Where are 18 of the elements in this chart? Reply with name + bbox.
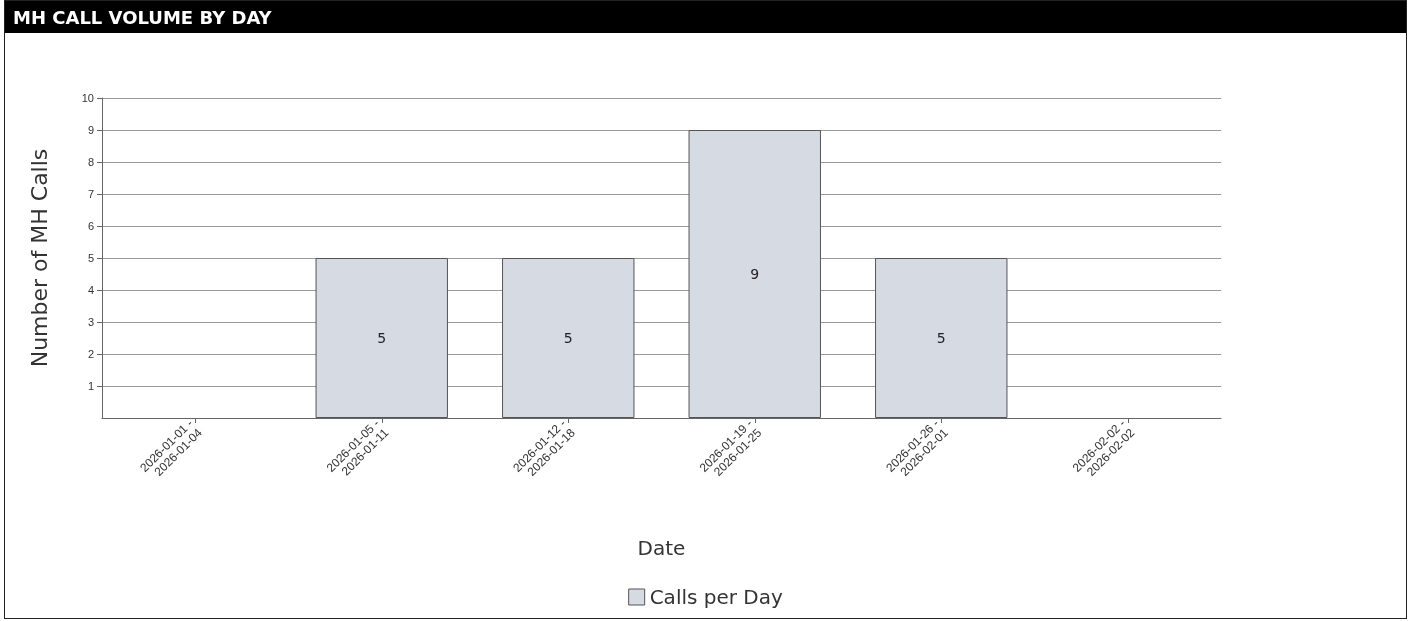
data-label: 5 (936, 330, 946, 346)
data-label: 5 (377, 330, 387, 346)
y-tick-label: 9 (87, 124, 94, 136)
y-tick-label: 2 (87, 348, 94, 360)
y-tick-label: 5 (87, 252, 94, 264)
y-tick-label: 7 (87, 188, 94, 200)
y-tick-label: 3 (87, 316, 94, 328)
y-tick-label: 4 (87, 284, 94, 296)
y-tick-label: 1 (87, 380, 94, 392)
legend-label: Calls per Day (649, 585, 784, 609)
x-axis-title: Date (637, 536, 686, 560)
chart-title: MH CALL VOLUME BY DAY (5, 1, 1406, 33)
y-axis-title: Number of MH Calls (26, 148, 52, 368)
data-label: 5 (563, 330, 573, 346)
data-label: 9 (750, 266, 760, 282)
y-tick-label: 10 (81, 92, 94, 104)
y-tick-label: 6 (87, 220, 94, 232)
y-tick-label: 8 (87, 156, 94, 168)
